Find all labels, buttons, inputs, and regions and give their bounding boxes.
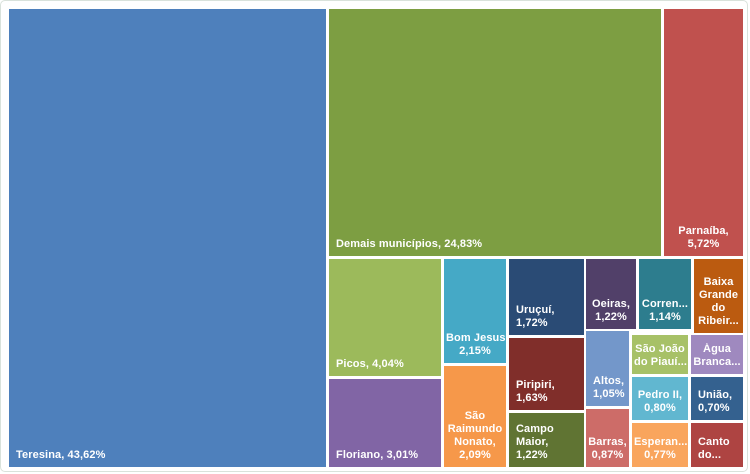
treemap-cell-campo-maior[interactable]: Campo Maior, 1,22% (509, 413, 584, 467)
treemap-cell-label: São Raimundo Nonato, 2,09% (447, 410, 503, 461)
treemap-cell-label: União, 0,70% (698, 389, 733, 414)
treemap-cell-label: Piripiri, 1,63% (516, 379, 555, 404)
treemap-cell-bom-jesus[interactable]: Bom Jesus, 2,15% (444, 259, 506, 363)
treemap-cell-oeiras[interactable]: Oeiras, 1,22% (586, 259, 636, 329)
treemap-cell-floriano[interactable]: Floriano, 3,01% (329, 379, 441, 467)
treemap-cell-sao-joao-do-piaui[interactable]: São João do Piauí... (632, 335, 688, 374)
treemap-cell-corren[interactable]: Corren... 1,14% (639, 259, 691, 329)
treemap-cell-label: Uruçuí, 1,72% (516, 304, 555, 329)
treemap-cell-barras[interactable]: Barras, 0,87% (586, 409, 629, 467)
treemap-cell-altos[interactable]: Altos, 1,05% (586, 331, 629, 406)
treemap-cell-baixa-grande-do-ribeir[interactable]: Baixa Grande do Ribeir... (694, 259, 743, 333)
treemap-cell-label: Teresina, 43,62% (16, 449, 106, 461)
treemap-cell-label: Bom Jesus, 2,15% (446, 332, 506, 357)
treemap-cell-parnaiba[interactable]: Parnaíba, 5,72% (664, 9, 743, 256)
treemap-cell-label: Oeiras, 1,22% (591, 298, 630, 323)
treemap-cell-label: Corren... 1,14% (641, 298, 689, 323)
treemap-cell-piripiri[interactable]: Piripiri, 1,63% (509, 338, 584, 410)
treemap-cell-sao-raimundo-nonato[interactable]: São Raimundo Nonato, 2,09% (444, 366, 506, 467)
treemap-cell-label: Canto do... (698, 436, 730, 461)
treemap-cell-picos[interactable]: Picos, 4,04% (329, 259, 441, 376)
treemap-cell-label: Baixa Grande do Ribeir... (698, 276, 739, 327)
treemap-cell-pedro-ii[interactable]: Pedro II, 0,80% (632, 377, 688, 420)
treemap-cell-label: Esperan... 0,77% (634, 436, 688, 461)
treemap-cell-label: Água Branca... (693, 343, 741, 368)
treemap-cell-label: Pedro II, 0,80% (637, 389, 683, 414)
treemap-cell-label: Floriano, 3,01% (336, 449, 419, 461)
treemap-cell-label: Picos, 4,04% (336, 358, 404, 370)
treemap-cell-uniao[interactable]: União, 0,70% (691, 377, 743, 420)
treemap-cell-label: Campo Maior, 1,22% (516, 423, 554, 461)
treemap-cell-label: Altos, 1,05% (593, 375, 625, 400)
treemap-cell-label: São João do Piauí... (634, 343, 688, 368)
treemap-cell-label: Barras, 0,87% (588, 436, 627, 461)
treemap-cell-agua-branca[interactable]: Água Branca... (691, 335, 743, 374)
treemap-cell-esperan[interactable]: Esperan... 0,77% (632, 423, 688, 467)
treemap-cell-demais-municipios[interactable]: Demais municípios, 24,83% (329, 9, 661, 256)
treemap-cell-canto-do[interactable]: Canto do... (691, 423, 743, 467)
treemap-cell-label: Parnaíba, 5,72% (678, 225, 729, 250)
treemap-cell-label: Demais municípios, 24,83% (336, 238, 483, 250)
treemap-cell-teresina[interactable]: Teresina, 43,62% (9, 9, 326, 467)
treemap-cell-urucui[interactable]: Uruçuí, 1,72% (509, 259, 584, 335)
